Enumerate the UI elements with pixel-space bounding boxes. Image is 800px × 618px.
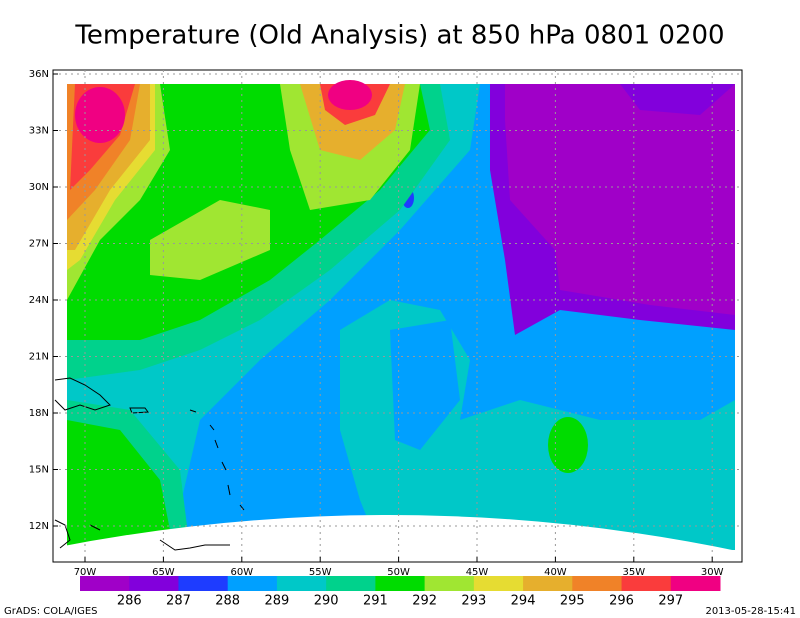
colorbar-box <box>572 576 623 591</box>
footer-left: GrADS: COLA/IGES <box>4 606 98 617</box>
lat-label: 15N <box>29 465 49 476</box>
lon-label: 30W <box>701 567 724 578</box>
lon-label: 45W <box>466 567 489 578</box>
coastlines <box>54 377 245 551</box>
colorbar-label: 296 <box>609 594 634 609</box>
lat-label: 24N <box>29 295 49 306</box>
field-region <box>390 320 460 450</box>
colorbar-label: 291 <box>363 594 388 609</box>
lat-label: 33N <box>29 126 49 137</box>
temperature-field <box>53 80 742 562</box>
colorbar-box <box>523 576 573 591</box>
field-region <box>75 87 125 143</box>
field-region <box>328 80 372 110</box>
colorbar-label: 294 <box>511 594 536 609</box>
colorbar-label: 292 <box>412 594 437 609</box>
lat-label: 30N <box>29 182 49 193</box>
colorbar-box <box>80 576 130 591</box>
field-region <box>505 84 735 315</box>
lon-label: 50W <box>387 567 410 578</box>
title: Temperature (Old Analysis) at 850 hPa 08… <box>74 21 724 51</box>
lon-label: 55W <box>309 567 332 578</box>
colorbar-box <box>670 576 721 591</box>
field-region <box>67 420 170 550</box>
lat-label: 21N <box>29 352 49 363</box>
colorbar-label: 287 <box>166 594 191 609</box>
colorbar-label: 293 <box>461 594 486 609</box>
colorbar-box <box>129 576 179 591</box>
colorbar-label: 295 <box>560 594 585 609</box>
colorbar-box <box>227 576 278 591</box>
colorbar-box <box>375 576 426 591</box>
colorbar-label: 288 <box>215 594 240 609</box>
lon-label: 35W <box>622 567 645 578</box>
lat-label: 12N <box>29 521 49 532</box>
colorbar-box <box>424 576 475 591</box>
colorbar-label: 290 <box>314 594 339 609</box>
colorbar-box <box>473 576 524 591</box>
graticule: 36N 33N 30N 27N 24N 21N 18N 15N 12N 70W 65W 60W 55W 5… <box>29 69 742 578</box>
footer-right: 2013-05-28-15:41 <box>705 606 796 617</box>
colorbar-box <box>326 576 376 591</box>
lon-label: 65W <box>152 567 175 578</box>
colorbar-box <box>621 576 672 591</box>
lat-label: 18N <box>29 408 49 419</box>
colorbar-box <box>276 576 327 591</box>
field-region <box>548 417 588 473</box>
field-region <box>150 200 270 280</box>
lat-label: 27N <box>29 239 49 250</box>
no-data <box>53 514 742 562</box>
lat-label: 36N <box>29 69 49 80</box>
colorbar-label: 297 <box>658 594 683 609</box>
lon-label: 40W <box>544 567 567 578</box>
lon-label: 60W <box>230 567 253 578</box>
colorbar-box <box>178 576 229 591</box>
colorbar: 286 287 288 289 290 291 292 293 294 295 296 297 <box>80 576 721 609</box>
lon-label: 70W <box>74 567 97 578</box>
colorbar-label: 289 <box>265 594 290 609</box>
map-frame <box>52 69 743 563</box>
colorbar-label: 286 <box>117 594 142 609</box>
